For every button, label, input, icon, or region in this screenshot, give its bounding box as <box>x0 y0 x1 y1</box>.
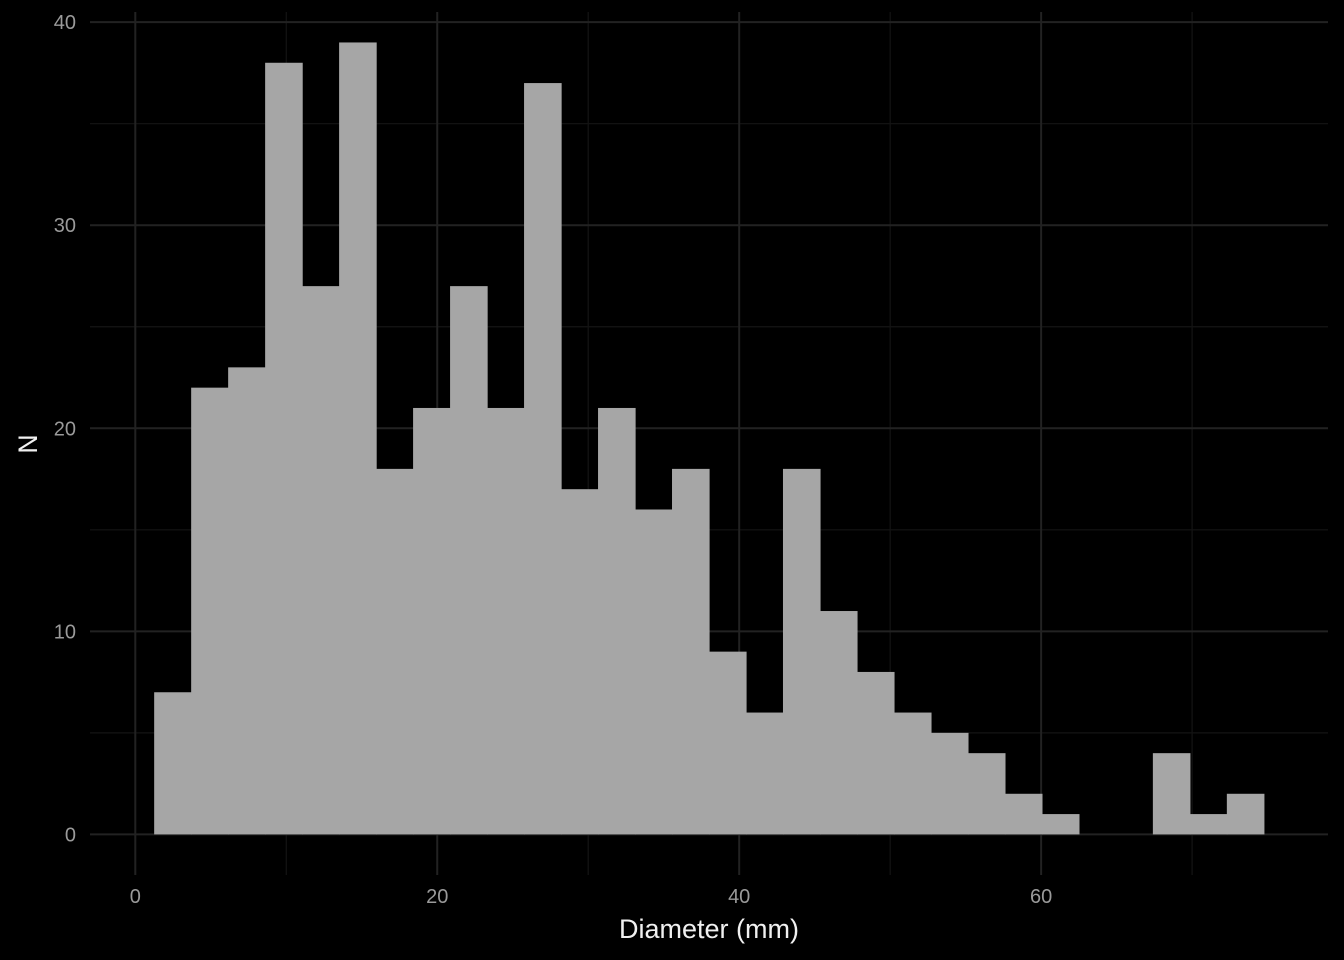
x-axis-title: Diameter (mm) <box>619 914 799 944</box>
histogram-bar <box>930 732 969 835</box>
histogram-bars <box>154 42 1265 835</box>
histogram-bar <box>635 509 673 835</box>
y-tick-labels: 0 10 20 30 40 <box>54 12 76 846</box>
histogram-bar <box>413 407 451 835</box>
y-tick-label: 0 <box>65 824 76 846</box>
histogram-bar <box>672 468 710 835</box>
x-tick-label: 60 <box>1030 886 1052 908</box>
histogram-bar <box>376 468 414 835</box>
histogram-bar <box>1226 793 1265 835</box>
histogram-bar <box>191 387 229 835</box>
x-tick-labels: 0 20 40 60 <box>130 886 1053 908</box>
y-tick-label: 40 <box>54 12 76 34</box>
histogram-bar <box>302 286 340 835</box>
histogram-bar <box>598 407 636 835</box>
histogram-bar <box>154 692 192 835</box>
y-tick-label: 20 <box>54 418 76 440</box>
histogram-bar <box>782 468 821 835</box>
histogram-bar <box>1189 814 1228 835</box>
histogram-bar <box>1004 793 1043 835</box>
histogram-bar <box>856 671 895 835</box>
histogram-bar <box>819 611 858 835</box>
x-tick-label: 40 <box>728 886 750 908</box>
histogram-bar <box>265 62 303 835</box>
y-tick-label: 10 <box>54 621 76 643</box>
histogram-bar <box>339 42 377 835</box>
y-axis-title: N <box>13 434 43 454</box>
y-tick-label: 30 <box>54 215 76 237</box>
histogram-bar <box>228 367 266 835</box>
histogram-bar <box>745 712 784 835</box>
histogram-bar <box>450 286 488 835</box>
histogram-bar <box>709 651 747 835</box>
histogram-bar <box>524 83 562 835</box>
histogram-bar <box>1152 753 1191 835</box>
histogram-bar <box>487 407 525 835</box>
histogram-bar <box>893 712 932 835</box>
histogram-bar <box>1041 814 1080 835</box>
histogram-bar <box>967 753 1006 835</box>
histogram-bar <box>561 489 599 835</box>
x-tick-label: 20 <box>426 886 448 908</box>
x-tick-label: 0 <box>130 886 141 908</box>
